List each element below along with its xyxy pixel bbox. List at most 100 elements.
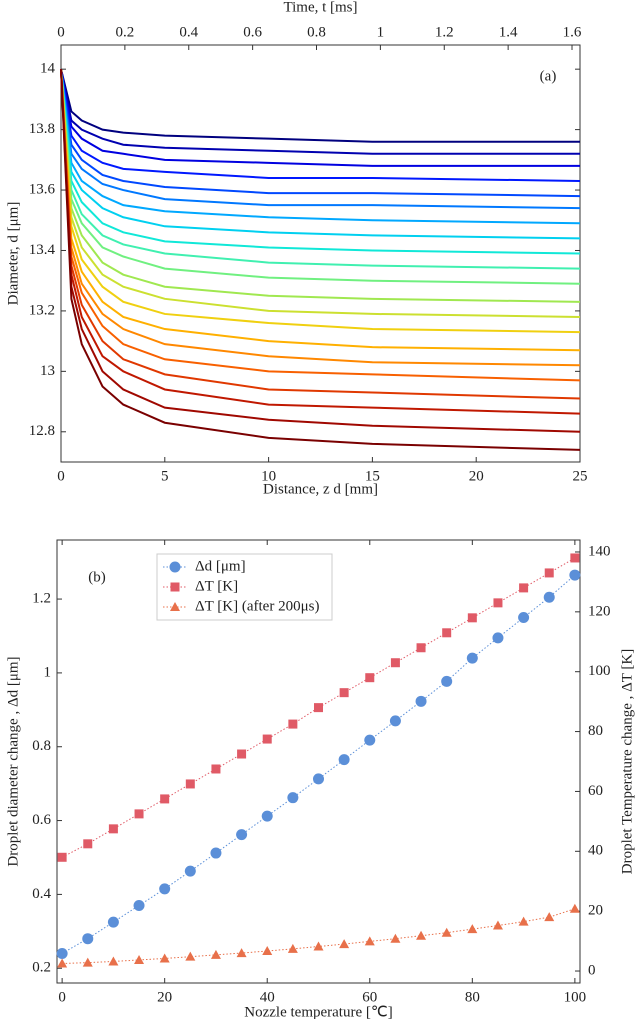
y-tick-label: 1 <box>44 664 52 680</box>
series-line <box>61 557 576 858</box>
x-axis-label: Nozzle temperature [℃] <box>244 1004 392 1019</box>
marker <box>169 561 181 573</box>
series-line <box>60 69 581 270</box>
x-tick-label: 100 <box>564 989 587 1005</box>
marker <box>237 749 247 759</box>
x-tick-label: 0 <box>58 989 66 1005</box>
marker <box>544 568 554 578</box>
marker <box>134 809 144 819</box>
marker <box>570 553 580 563</box>
marker <box>365 673 375 683</box>
x2-axis-label: Time, t [ms] <box>283 0 357 15</box>
marker <box>134 954 145 964</box>
series-line <box>60 69 581 182</box>
series-line <box>60 69 581 240</box>
x-tick-label: 0 <box>57 468 65 484</box>
marker <box>467 613 477 623</box>
x2-tick-label: 0.8 <box>307 24 326 40</box>
marker <box>108 824 118 834</box>
y2-tick-label: 20 <box>588 903 603 919</box>
y2-tick-label: 40 <box>588 843 603 859</box>
marker <box>364 734 376 746</box>
marker <box>82 957 93 967</box>
series-line <box>60 69 581 318</box>
marker <box>339 939 350 949</box>
x2-tick-label: 1.4 <box>499 24 518 40</box>
marker <box>415 695 427 707</box>
x2-tick-label: 1.6 <box>563 24 582 40</box>
series-line <box>60 69 581 255</box>
series-line <box>60 69 581 210</box>
y-tick-label: 13.4 <box>29 242 56 258</box>
marker <box>210 847 222 859</box>
marker <box>82 933 94 945</box>
x-tick-label: 40 <box>260 989 275 1005</box>
y-tick-label: 0.8 <box>32 738 51 754</box>
marker <box>133 899 145 911</box>
marker <box>313 941 324 951</box>
marker <box>493 598 503 608</box>
axes-frame <box>60 44 581 463</box>
marker <box>313 773 324 785</box>
marker <box>416 643 426 653</box>
x-tick-label: 20 <box>157 989 172 1005</box>
x2-tick-label: 0.6 <box>243 24 262 40</box>
series-line <box>60 69 581 433</box>
x2-tick-label: 0.4 <box>179 24 198 40</box>
series-line <box>60 68 580 143</box>
annotation: (a) <box>540 68 557 84</box>
marker <box>544 912 555 922</box>
marker <box>314 703 323 713</box>
x-tick-label: 20 <box>469 468 484 484</box>
marker <box>466 652 478 664</box>
x2-tick-label: 1.2 <box>435 24 454 40</box>
series-line <box>60 69 581 334</box>
marker <box>211 764 221 774</box>
y-tick-label: 14 <box>40 61 56 77</box>
marker <box>83 839 93 849</box>
marker <box>262 734 272 744</box>
marker <box>57 958 68 968</box>
marker <box>159 953 170 963</box>
marker <box>569 569 581 581</box>
y2-tick-label: 80 <box>588 723 603 739</box>
series-line <box>60 69 581 198</box>
y-tick-label: 13 <box>40 363 55 379</box>
series-line <box>60 69 581 225</box>
y2-tick-label: 60 <box>588 783 603 799</box>
series-line <box>60 69 581 303</box>
series-line <box>60 69 581 382</box>
marker <box>184 865 196 877</box>
marker <box>160 794 170 804</box>
series-line <box>60 69 581 451</box>
legend-box <box>156 553 333 621</box>
series-line <box>60 69 581 367</box>
y-axis-label: Diameter, d [μm] <box>5 202 21 306</box>
y-tick-label: 0.2 <box>32 960 51 976</box>
marker <box>492 632 504 644</box>
y2-tick-label: 100 <box>588 663 611 679</box>
y-tick-label: 12.8 <box>29 423 55 439</box>
marker <box>441 675 453 687</box>
marker <box>389 715 401 727</box>
marker <box>185 779 195 789</box>
marker <box>543 591 555 603</box>
x-tick-label: 25 <box>573 468 588 484</box>
x2-tick-label: 1 <box>377 24 385 40</box>
y2-tick-label: 0 <box>588 962 596 978</box>
legend-label: ΔT [K] <box>195 578 238 594</box>
y2-tick-label: 120 <box>588 603 611 619</box>
y-tick-label: 13.6 <box>29 181 56 197</box>
marker <box>287 943 298 953</box>
marker <box>287 792 299 804</box>
legend-label: Δd [μm] <box>195 558 246 574</box>
marker <box>442 628 452 638</box>
x-tick-label: 80 <box>465 989 480 1005</box>
annotation: (b) <box>88 569 106 585</box>
series-line <box>60 68 580 167</box>
marker <box>57 852 67 862</box>
legend-label: ΔT [K] (after 200μs) <box>195 598 319 614</box>
marker <box>236 829 248 841</box>
x-tick-label: 60 <box>362 989 377 1005</box>
